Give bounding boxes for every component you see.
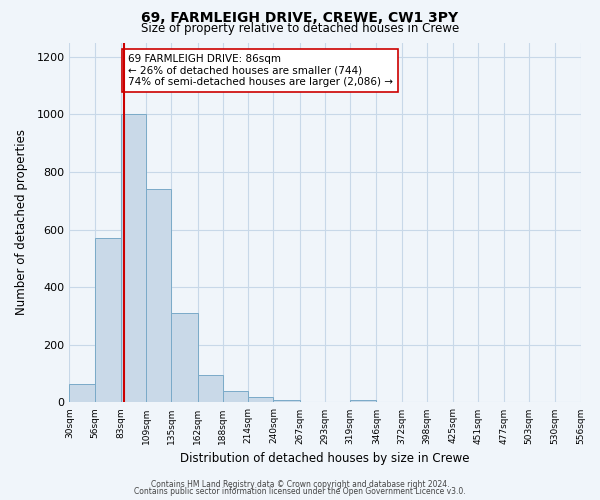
Y-axis label: Number of detached properties: Number of detached properties (15, 130, 28, 316)
Bar (95, 238, 121, 402)
X-axis label: Distribution of detached houses by size in Crewe: Distribution of detached houses by size … (180, 452, 470, 465)
Text: 69, FARMLEIGH DRIVE, CREWE, CW1 3PY: 69, FARMLEIGH DRIVE, CREWE, CW1 3PY (142, 11, 458, 25)
Text: 69 FARMLEIGH DRIVE: 86sqm
← 26% of detached houses are smaller (744)
74% of semi: 69 FARMLEIGH DRIVE: 86sqm ← 26% of detac… (128, 54, 392, 87)
Bar (350, 400, 376, 402)
Bar (223, 391, 248, 402)
Bar (274, 400, 299, 402)
Text: Size of property relative to detached houses in Crewe: Size of property relative to detached ho… (141, 22, 459, 35)
Bar (121, 114, 146, 403)
Text: Contains public sector information licensed under the Open Government Licence v3: Contains public sector information licen… (134, 487, 466, 496)
Text: Contains HM Land Registry data © Crown copyright and database right 2024.: Contains HM Land Registry data © Crown c… (151, 480, 449, 489)
Bar (146, 190, 172, 402)
Bar (70, 384, 95, 402)
Bar (248, 396, 274, 402)
Bar (172, 313, 197, 402)
Bar (197, 375, 223, 402)
